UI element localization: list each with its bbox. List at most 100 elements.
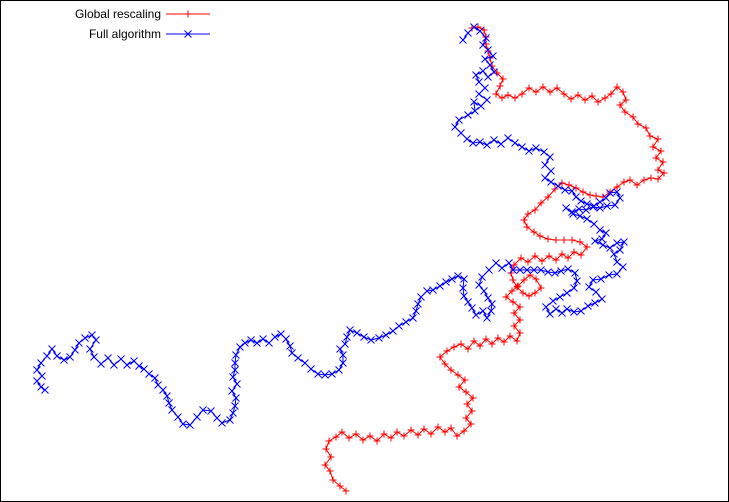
point-full-algorithm-184 (186, 421, 194, 429)
point-full-algorithm-148 (336, 345, 344, 353)
point-global-rescaling-49 (500, 338, 508, 346)
point-full-algorithm-218 (37, 383, 45, 391)
point-full-algorithm-118 (487, 307, 495, 315)
point-full-algorithm-159 (286, 342, 294, 350)
point-global-rescaling-25 (447, 424, 455, 432)
point-global-rescaling-78 (558, 250, 566, 258)
point-global-rescaling-93 (531, 206, 539, 214)
point-full-algorithm-26 (469, 139, 477, 147)
point-global-rescaling-29 (462, 414, 470, 422)
point-global-rescaling-109 (640, 176, 648, 184)
point-global-rescaling-30 (468, 407, 476, 415)
point-full-algorithm-113 (478, 273, 486, 281)
point-global-rescaling-134 (567, 95, 575, 103)
point-global-rescaling-44 (470, 337, 478, 345)
point-global-rescaling-41 (450, 343, 458, 351)
point-global-rescaling-79 (564, 254, 572, 262)
point-global-rescaling-53 (510, 322, 518, 330)
point-global-rescaling-144 (498, 94, 506, 102)
point-full-algorithm-149 (339, 351, 347, 359)
series-full-algorithm (33, 23, 628, 429)
legend-marker-full-algorithm (184, 30, 192, 38)
point-full-algorithm-97 (570, 284, 578, 292)
point-full-algorithm-122 (468, 304, 476, 312)
legend: Global rescaling Full algorithm (75, 7, 210, 41)
point-global-rescaling-7 (325, 437, 333, 445)
point-global-rescaling-4 (321, 461, 329, 469)
point-full-algorithm-78 (613, 270, 621, 278)
point-full-algorithm-9 (486, 61, 494, 69)
point-global-rescaling-9 (338, 428, 346, 436)
point-full-algorithm-6 (484, 46, 492, 54)
legend-marker-global-rescaling (184, 10, 192, 18)
point-global-rescaling-1 (336, 482, 344, 490)
point-global-rescaling-107 (626, 176, 634, 184)
point-full-algorithm-176 (231, 402, 239, 410)
point-global-rescaling-36 (454, 371, 462, 379)
point-global-rescaling-133 (574, 91, 582, 99)
point-full-algorithm-140 (382, 331, 390, 339)
point-global-rescaling-61 (520, 276, 528, 284)
point-global-rescaling-43 (464, 345, 472, 353)
point-global-rescaling-18 (400, 432, 408, 440)
point-global-rescaling-89 (530, 228, 538, 236)
point-full-algorithm-103 (544, 268, 552, 276)
point-full-algorithm-102 (551, 269, 559, 277)
point-full-algorithm-212 (48, 345, 56, 353)
point-full-algorithm-52 (613, 188, 621, 196)
point-full-algorithm-126 (460, 275, 468, 283)
point-global-rescaling-87 (544, 235, 552, 243)
point-global-rescaling-94 (537, 199, 545, 207)
point-full-algorithm-128 (448, 275, 456, 283)
point-full-algorithm-1 (464, 29, 472, 37)
point-full-algorithm-168 (236, 343, 244, 351)
point-full-algorithm-89 (563, 305, 571, 313)
point-global-rescaling-106 (620, 178, 628, 186)
point-global-rescaling-139 (532, 88, 540, 96)
point-full-algorithm-191 (154, 381, 162, 389)
point-global-rescaling-142 (511, 94, 519, 102)
point-full-algorithm-197 (123, 361, 131, 369)
point-full-algorithm-3 (476, 27, 484, 35)
point-full-algorithm-206 (81, 334, 89, 342)
point-global-rescaling-55 (510, 309, 518, 317)
point-full-algorithm-8 (481, 55, 489, 63)
point-full-algorithm-207 (75, 339, 83, 347)
point-full-algorithm-11 (484, 73, 492, 81)
point-full-algorithm-90 (558, 309, 566, 317)
point-global-rescaling-67 (519, 289, 527, 297)
point-full-algorithm-210 (60, 356, 68, 364)
point-full-algorithm-124 (460, 292, 468, 300)
point-global-rescaling-2 (329, 476, 337, 484)
point-full-algorithm-120 (479, 307, 487, 315)
point-global-rescaling-151 (484, 47, 492, 55)
point-full-algorithm-177 (229, 409, 237, 417)
point-global-rescaling-3 (326, 467, 334, 475)
point-full-algorithm-0 (459, 36, 467, 44)
point-full-algorithm-39 (547, 167, 555, 175)
point-global-rescaling-121 (634, 120, 642, 128)
point-full-algorithm-67 (602, 229, 610, 237)
point-full-algorithm-83 (592, 288, 600, 296)
point-full-algorithm-174 (228, 387, 236, 395)
point-global-rescaling-125 (622, 96, 630, 104)
point-full-algorithm-44 (568, 187, 576, 195)
point-full-algorithm-96 (563, 289, 571, 297)
point-global-rescaling-118 (654, 135, 662, 143)
point-full-algorithm-163 (265, 339, 273, 347)
point-full-algorithm-51 (606, 189, 614, 197)
point-full-algorithm-50 (602, 194, 610, 202)
point-full-algorithm-76 (613, 258, 621, 266)
point-full-algorithm-189 (163, 392, 171, 400)
point-global-rescaling-33 (462, 388, 470, 396)
point-global-rescaling-48 (494, 334, 502, 342)
point-global-rescaling-13 (366, 432, 374, 440)
point-global-rescaling-35 (461, 376, 469, 384)
point-full-algorithm-100 (564, 265, 572, 273)
point-full-algorithm-37 (546, 153, 554, 161)
point-global-rescaling-83 (576, 238, 584, 246)
point-global-rescaling-54 (516, 316, 524, 324)
legend-label-full-algorithm: Full algorithm (89, 27, 161, 41)
point-full-algorithm-16 (475, 90, 483, 98)
point-global-rescaling-12 (359, 436, 367, 444)
